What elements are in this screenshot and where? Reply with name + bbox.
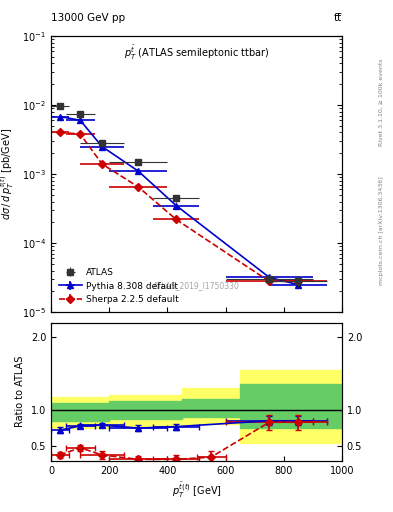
Text: ATLAS_2019_I1750330: ATLAS_2019_I1750330 [153, 281, 240, 290]
Text: Rivet 3.1.10, ≥ 100k events: Rivet 3.1.10, ≥ 100k events [379, 58, 384, 146]
Legend: ATLAS, Pythia 8.308 default, Sherpa 2.2.5 default: ATLAS, Pythia 8.308 default, Sherpa 2.2.… [55, 265, 183, 308]
Text: tt̅: tt̅ [334, 13, 342, 23]
Text: 13000 GeV pp: 13000 GeV pp [51, 13, 125, 23]
Y-axis label: $d\sigma\,/\,d\,p_T^{\bar{t}(t)}$ [pb/GeV]: $d\sigma\,/\,d\,p_T^{\bar{t}(t)}$ [pb/Ge… [0, 128, 17, 220]
X-axis label: $p_T^{\bar{t}(t)}$ [GeV]: $p_T^{\bar{t}(t)}$ [GeV] [172, 481, 221, 500]
Text: $p_T^{\bar{t}}$ (ATLAS semileptonic ttbar): $p_T^{\bar{t}}$ (ATLAS semileptonic ttba… [124, 44, 269, 62]
Text: mcplots.cern.ch [arXiv:1306.3436]: mcplots.cern.ch [arXiv:1306.3436] [379, 176, 384, 285]
Y-axis label: Ratio to ATLAS: Ratio to ATLAS [15, 356, 25, 428]
